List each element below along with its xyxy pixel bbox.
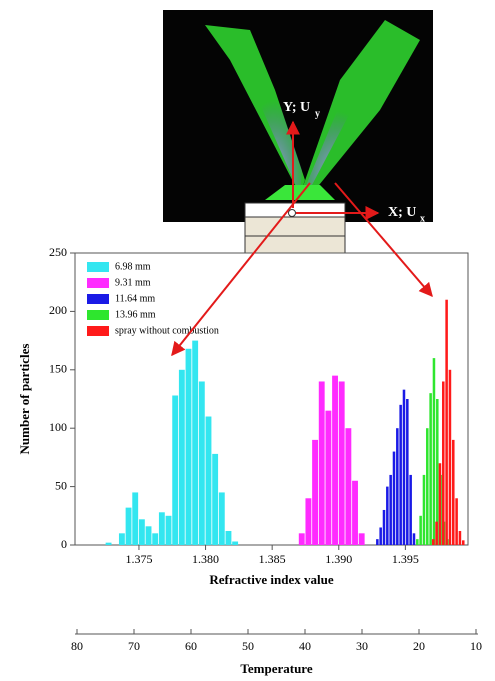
- legend-swatch: [87, 326, 109, 336]
- histogram-bar: [212, 453, 219, 545]
- y-axis-label: Number of particles: [17, 344, 32, 455]
- histogram-bar: [426, 428, 429, 545]
- legend-label: 9.31 mm: [115, 277, 151, 288]
- x-tick-label: 10: [470, 639, 482, 653]
- histogram-bar: [376, 539, 379, 545]
- histogram-bar: [392, 451, 396, 545]
- x-axis-label: Refractive index value: [209, 572, 333, 587]
- histogram-bar: [125, 507, 132, 545]
- x-tick-label: 60: [185, 639, 197, 653]
- histogram-bar: [232, 541, 239, 545]
- histogram-bar: [305, 498, 312, 545]
- histogram-bar: [358, 533, 365, 545]
- legend-label: 6.98 mm: [115, 261, 151, 272]
- histogram-bar: [409, 474, 412, 545]
- y-tick-label: 100: [49, 420, 67, 434]
- histogram-bar: [345, 428, 352, 545]
- histogram-bar: [225, 530, 232, 545]
- histogram: 0 50 100 150 200 250 1.375 1.380 1.385 1.390 1.395…: [17, 245, 482, 676]
- histogram-bar: [198, 381, 205, 545]
- x-tick-label: 80: [71, 639, 83, 653]
- histogram-bar: [152, 533, 159, 545]
- x-tick-label: 1.395: [392, 552, 419, 566]
- y-label: Y; U: [283, 100, 310, 115]
- histogram-bar: [448, 369, 452, 545]
- histogram-bar: [432, 539, 435, 545]
- histogram-bar: [422, 474, 426, 545]
- histogram-bar: [325, 410, 332, 545]
- x-axis-label: Temperature: [240, 661, 312, 676]
- histogram-bar: [352, 480, 358, 545]
- histogram-bar: [452, 439, 455, 545]
- histogram-bar: [178, 369, 185, 545]
- histogram-bar: [158, 512, 165, 545]
- histogram-bar: [416, 539, 419, 545]
- legend-swatch: [87, 310, 109, 320]
- histogram-bar: [218, 492, 225, 545]
- x-tick-label: 20: [413, 639, 425, 653]
- x-tick-label: 40: [299, 639, 311, 653]
- histogram-bar: [185, 348, 192, 545]
- histogram-bar: [458, 530, 462, 545]
- histogram-bar: [332, 375, 338, 545]
- histogram-bar: [412, 533, 416, 545]
- histogram-bar: [389, 474, 392, 545]
- histogram-bar: [318, 381, 325, 545]
- histogram-bar: [138, 519, 145, 545]
- x-tick-label: 1.380: [192, 552, 219, 566]
- histogram-bar: [419, 515, 422, 545]
- histogram-bar: [432, 358, 436, 545]
- x-label: X; U: [388, 205, 416, 220]
- legend-swatch: [87, 278, 109, 288]
- histogram-bar: [379, 527, 382, 545]
- x-tick-label: 50: [242, 639, 254, 653]
- histogram-bar: [455, 498, 458, 545]
- histogram-bar: [436, 399, 439, 545]
- histogram-bar: [438, 463, 442, 545]
- legend-label: 13.96 mm: [115, 309, 156, 320]
- legend-swatch: [87, 294, 109, 304]
- flame-photo: Y; U y X; U x: [163, 10, 433, 224]
- histogram-bar: [402, 389, 406, 545]
- x-label-sub: x: [420, 213, 425, 224]
- histogram-bar: [386, 486, 389, 545]
- x-tick-label: 1.385: [259, 552, 286, 566]
- histogram-bar: [442, 381, 445, 545]
- x-tick-label: 1.375: [125, 552, 152, 566]
- arrows: [171, 120, 433, 357]
- histogram-bar: [338, 381, 345, 545]
- histogram-bar: [105, 542, 112, 545]
- histogram-bar: [382, 509, 386, 545]
- histogram-bar: [429, 393, 432, 545]
- histogram-bar: [298, 533, 305, 545]
- histogram-bar: [435, 521, 438, 545]
- histogram-bar: [132, 492, 139, 545]
- histogram-bar: [406, 399, 409, 545]
- histogram-bar: [445, 299, 448, 545]
- x-tick-label: 70: [128, 639, 140, 653]
- y-tick-label: 200: [49, 303, 67, 317]
- histogram-bar: [399, 404, 402, 545]
- legend-label: 11.64 mm: [115, 293, 155, 304]
- histogram-bar: [145, 526, 152, 545]
- y-tick-label: 150: [49, 362, 67, 376]
- histogram-bar: [192, 340, 199, 545]
- y-tick-label: 50: [55, 478, 67, 492]
- plot-frame: [74, 252, 469, 546]
- legend-label: spray without combustion: [115, 325, 219, 336]
- y-tick-label: 250: [49, 245, 67, 259]
- y-label-sub: y: [315, 108, 320, 119]
- histogram-bar: [312, 439, 318, 545]
- x-tick-label: 30: [356, 639, 368, 653]
- histogram-bar: [172, 395, 179, 545]
- x-tick-label: 1.390: [325, 552, 352, 566]
- histogram-bar: [205, 416, 212, 545]
- histogram-bar: [165, 515, 172, 545]
- y-tick-label: 0: [61, 537, 67, 551]
- histogram-bar: [462, 540, 465, 545]
- histogram-bar: [396, 428, 399, 545]
- legend-swatch: [87, 262, 109, 272]
- histogram-bar: [118, 533, 125, 545]
